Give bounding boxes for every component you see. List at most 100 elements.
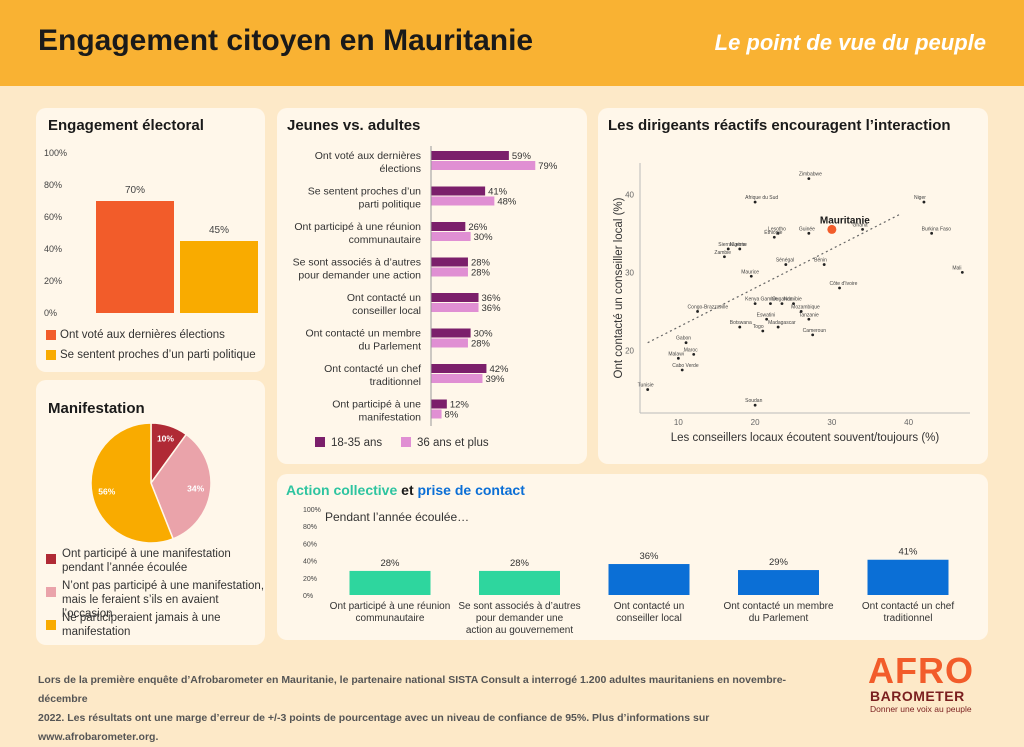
scatter-point [776, 231, 780, 235]
scatter-point [807, 177, 811, 181]
scatter-point [807, 317, 811, 321]
scatter-point [726, 247, 730, 251]
page-subtitle: Le point de vue du peuple [714, 30, 986, 55]
action-bar-3 [738, 570, 819, 595]
legend-label-never: Ne participeraient jamais à une manifesta… [62, 612, 221, 638]
bar-adult [431, 409, 442, 419]
scatter-point [696, 310, 699, 313]
bar-adult [431, 267, 468, 277]
youth-card: Jeunes vs. adultes Ont voté aux dernière… [277, 108, 587, 464]
scatter-point-label: Guinée [799, 226, 815, 232]
scatter-point-label: Kenya [745, 297, 759, 303]
scatter-point [772, 235, 776, 239]
legend-label-would: N’ont pas participé à une manifestation,… [62, 580, 265, 620]
category-label: Se sont associés à d’autres [293, 257, 421, 269]
category-label: manifestation [359, 412, 422, 424]
scatter-point [780, 302, 784, 306]
bar-value-label: 28% [471, 268, 491, 279]
trend-line [647, 213, 902, 344]
scatter-point [765, 317, 769, 321]
scatter-point-label: Cabo Verde [672, 363, 699, 369]
category-label: Ont contacté un [347, 292, 421, 304]
scatter-point [692, 353, 696, 356]
legend-swatch-adult [401, 437, 411, 447]
scatter-point [684, 341, 688, 345]
category-label: conseiller local [352, 305, 421, 317]
scatter-point-label: Namibie [783, 297, 802, 303]
category-label: parti politique [359, 199, 422, 211]
x-tick-label: 40 [904, 418, 913, 427]
scatter-point [784, 263, 788, 266]
pie-value-label: 10% [157, 433, 174, 443]
scatter-point-label: Congo-Brazzaville [688, 304, 729, 310]
action-chart: Pendant l’année écoulée… 0% 20% 40% 60% 80% 10… [303, 507, 955, 636]
scatter-point [646, 388, 650, 391]
bar-youth [431, 399, 447, 409]
bar-value-label: 26% [468, 222, 488, 233]
category-label: Ont participé à une [332, 399, 421, 411]
scatter-point-label: Malawi [668, 351, 684, 357]
bar-value-label: 28% [471, 258, 491, 269]
legend-swatch-participated [46, 554, 56, 564]
bar-adult [431, 196, 495, 206]
scatter-point-label: Botswana [730, 320, 752, 326]
footer-note: Lors de la première enquête d’Afrobarome… [38, 674, 787, 743]
y-tick-label: 20% [303, 576, 317, 583]
scatter-point [838, 286, 841, 290]
scatter-point-label: Éthiopie [764, 229, 782, 236]
manif-card: Manifestation 10% 34% 56% Ont participé à … [36, 380, 265, 645]
electoral-card: Engagement électoral 0% 20% 40% 60% 80% 100% 7… [36, 108, 265, 372]
scatter-point-label: Lesotho [768, 226, 786, 232]
bar-value-label: 36% [639, 551, 659, 562]
bar-value-label: 70% [125, 185, 145, 196]
y-tick-label: 80% [303, 524, 317, 531]
y-tick-label: 80% [44, 180, 62, 190]
scatter-point-label: Sénégal [776, 258, 794, 264]
y-tick-label: 20% [44, 276, 62, 286]
category-label: Ont participé à une réunion [330, 601, 451, 612]
bar-value-label: 39% [485, 374, 505, 385]
bar-youth [431, 186, 486, 196]
legend-label-youth: 18-35 ans [331, 437, 382, 449]
pie-slice-2 [90, 422, 175, 544]
category-label: Ont voté aux dernières [315, 150, 421, 162]
scatter-point [792, 302, 795, 306]
scatter-card: Les dirigeants réactifs encouragent l’in… [598, 108, 988, 464]
afrobarometer-logo: AFRO BAROMETER Donner une voix au peuple [868, 650, 975, 714]
scatter-point-highlight [827, 224, 837, 234]
scatter-point-label: Soudan [745, 398, 762, 404]
category-label: du Parlement [359, 341, 422, 353]
scatter-point-label: Zimbabwe [799, 172, 822, 178]
scatter-point [769, 302, 772, 306]
y-tick-label: 40% [44, 244, 62, 254]
category-label: conseiller local [616, 613, 682, 624]
action-subtitle: Pendant l’année écoulée… [325, 510, 469, 524]
scatter-point [753, 403, 757, 407]
scatter-point-label: Sierra Leone [718, 242, 747, 248]
scatter-point [811, 333, 815, 337]
manif-pie-chart: 10% 34% 56% [90, 422, 212, 544]
scatter-point-label: Tunisie [638, 383, 654, 389]
bar-1 [180, 241, 258, 313]
y-tick-label: 20 [625, 347, 634, 356]
scatter-point [776, 325, 780, 329]
legend-label-party: Se sentent proches d’un parti politique [60, 349, 256, 361]
bar-youth [431, 293, 479, 302]
scatter-point-label: Gambie [760, 297, 778, 303]
bar-value-label: 29% [769, 557, 789, 568]
bar-value-label: 30% [474, 329, 494, 340]
bar-value-label: 8% [445, 410, 459, 421]
scatter-point [960, 270, 964, 274]
x-axis-label: Les conseillers locaux écoutent souvent/… [671, 432, 940, 444]
scatter-point-label: Eswatini [757, 312, 776, 318]
scatter-point-label: Madagascar [768, 320, 796, 326]
category-label: Ont contacté un chef [862, 601, 955, 612]
scatter-point-label: Zambie [714, 250, 731, 256]
bar-value-label: 28% [471, 339, 491, 350]
bar-adult [431, 303, 479, 312]
scatter-title: Les dirigeants réactifs encouragent l’in… [608, 117, 951, 134]
bar-value-label: 28% [510, 558, 530, 569]
bar-adult [431, 338, 468, 348]
y-tick-label: 60% [44, 212, 62, 222]
